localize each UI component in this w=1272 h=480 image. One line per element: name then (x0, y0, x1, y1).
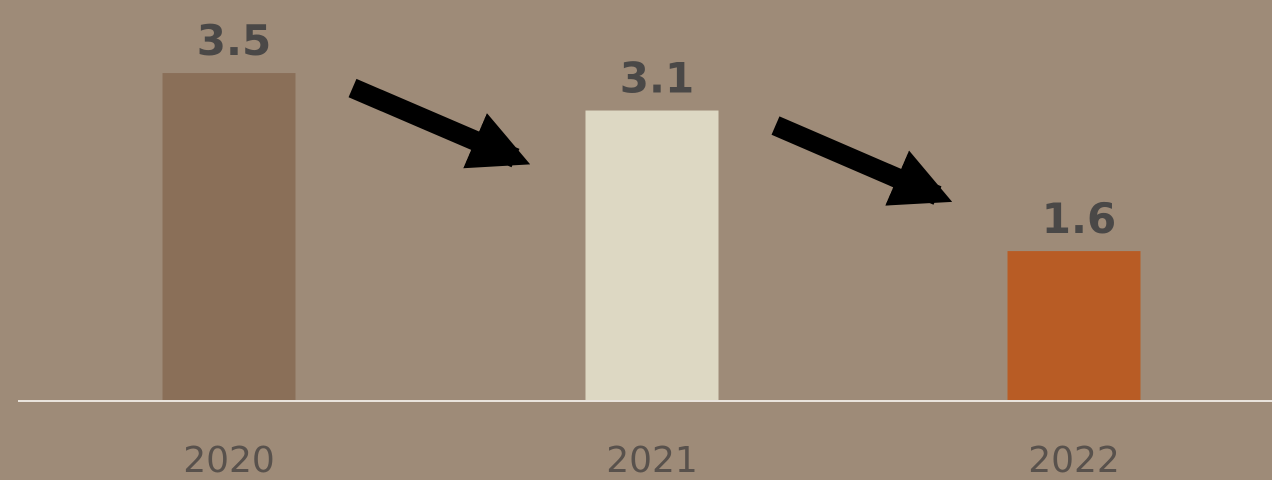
trend-arrows (348, 78, 953, 206)
value-label-2021: 3.1 (620, 54, 694, 103)
bar-2022 (1007, 251, 1141, 401)
value-label-2020: 3.5 (197, 16, 271, 65)
trend-arrow-2 (771, 116, 953, 206)
x-tick-label-2021: 2021 (606, 440, 698, 480)
labels-group: 3.5 2020 3.1 2021 1.6 2022 (183, 16, 1120, 480)
bar-2021 (585, 110, 719, 401)
bar-2020 (162, 73, 296, 402)
bars-group (162, 73, 1141, 402)
x-tick-label-2022: 2022 (1028, 440, 1120, 480)
x-tick-label-2020: 2020 (183, 440, 275, 480)
value-label-2022: 1.6 (1042, 194, 1116, 243)
trend-arrow-1 (348, 78, 531, 169)
